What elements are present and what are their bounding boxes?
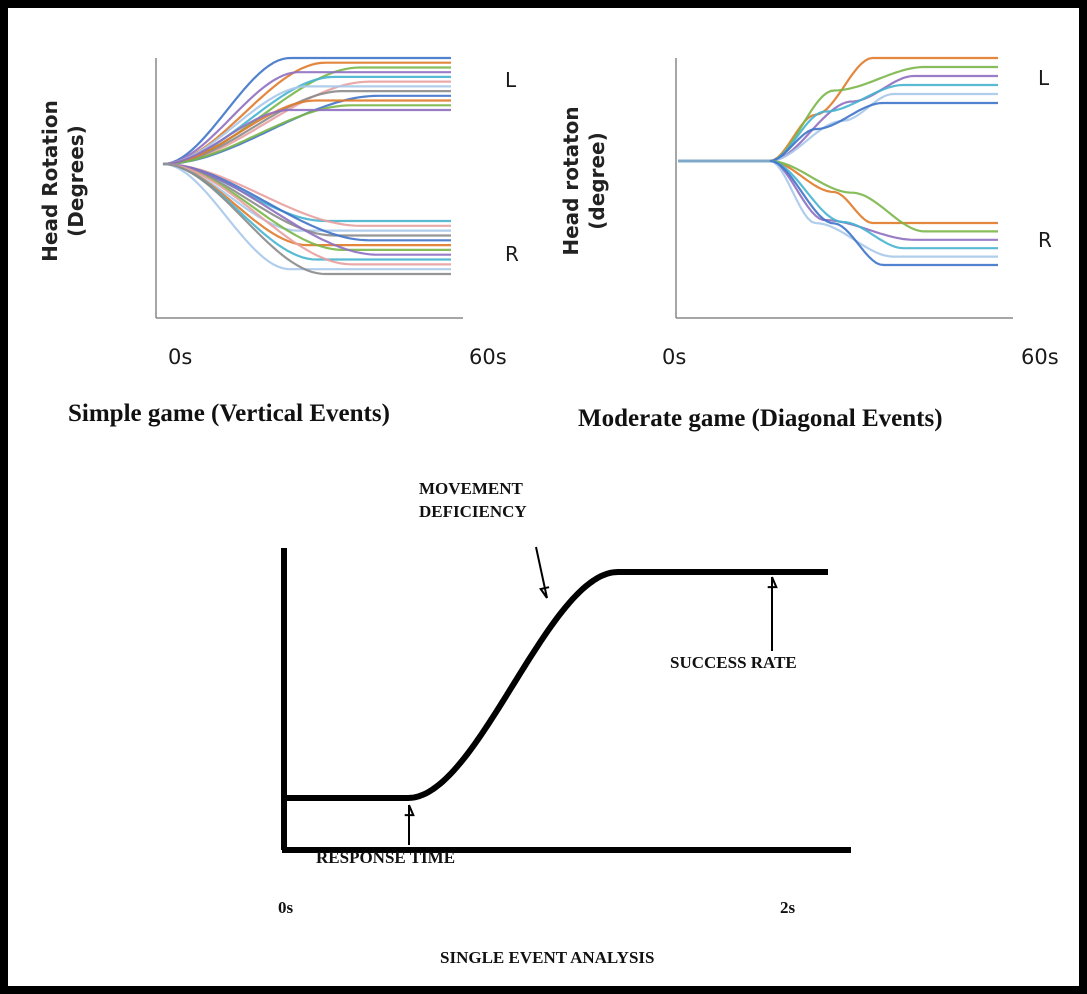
chart2-title: Moderate game (Diagonal Events) xyxy=(578,405,943,432)
chart1-side-label-l: L xyxy=(505,68,517,92)
chart3-annotation-success: SUCCESS RATE xyxy=(670,653,797,672)
chart2-series-line xyxy=(769,159,998,241)
chart1-ylabel-line1: Head Rotation xyxy=(38,100,62,262)
chart2-series-line xyxy=(769,65,998,163)
chart3-xtick-start: 0s xyxy=(278,898,294,917)
chart1-series-line xyxy=(162,108,451,166)
chart3-event-curve xyxy=(286,569,828,801)
chart3-response-arrow-head xyxy=(404,804,415,817)
chart1-xtick-end: 60s xyxy=(469,345,507,369)
figure-panel: Head Rotation (Degrees) L R 0s 60s Simpl… xyxy=(8,8,1079,986)
chart2-ylabel-line2: (degree) xyxy=(585,132,609,230)
chart2-series-line xyxy=(769,101,998,163)
chart1-ylabel-line2: (Degrees) xyxy=(64,125,88,237)
chart3-success-arrow-head xyxy=(767,576,778,589)
chart1-series-line xyxy=(162,90,451,166)
chart2-series-line xyxy=(769,56,998,163)
chart2-side-label-r: R xyxy=(1038,228,1052,252)
chart2-series-line xyxy=(769,159,998,225)
chart3-movement-arrow-head xyxy=(539,586,550,599)
chart1-series-line xyxy=(162,162,451,227)
chart2-xtick-end: 60s xyxy=(1021,345,1059,369)
chart3-annotation-movement-line1: MOVEMENT xyxy=(419,479,523,498)
chart1-series-line xyxy=(162,104,451,166)
chart2-series-line xyxy=(769,159,998,267)
chart1-ylabel: Head Rotation (Degrees) xyxy=(37,81,89,281)
chart3-annotation-movement-line2: DEFICIENCY xyxy=(419,502,527,521)
chart2-ylabel-line1: Head rotaton xyxy=(559,106,583,256)
chart2-ylabel: Head rotaton (degree) xyxy=(558,101,610,261)
chart2-series-line xyxy=(769,159,998,233)
chart1-xtick-start: 0s xyxy=(168,345,193,369)
chart1-series-line xyxy=(162,162,451,266)
chart1-series-line xyxy=(162,71,451,166)
chart2-xtick-start: 0s xyxy=(662,345,687,369)
chart2-series-line xyxy=(769,92,998,163)
chart3-title: SINGLE EVENT ANALYSIS xyxy=(440,948,655,967)
chart3-xtick-end: 2s xyxy=(780,898,796,917)
chart1-series-line xyxy=(162,162,451,276)
chart2-series-line xyxy=(769,159,998,250)
chart1-title: Simple game (Vertical Events) xyxy=(68,400,390,427)
chart3-plot xyxy=(281,546,851,853)
chart1-plot xyxy=(155,56,463,319)
chart3-annotation-response: RESPONSE TIME xyxy=(316,848,456,867)
chart2-plot xyxy=(675,56,1013,319)
chart1-side-label-r: R xyxy=(505,242,519,266)
chart1-series-line xyxy=(162,85,451,166)
chart2-series-line xyxy=(769,159,998,258)
chart1-series-line xyxy=(162,99,451,166)
chart3-movement-arrow-shaft xyxy=(535,546,548,599)
chart1-series-line xyxy=(162,162,451,256)
chart2-series-line xyxy=(769,83,998,163)
chart1-series-line xyxy=(162,56,451,166)
chart2-side-label-l: L xyxy=(1038,66,1050,90)
chart1-series-line xyxy=(162,61,451,166)
